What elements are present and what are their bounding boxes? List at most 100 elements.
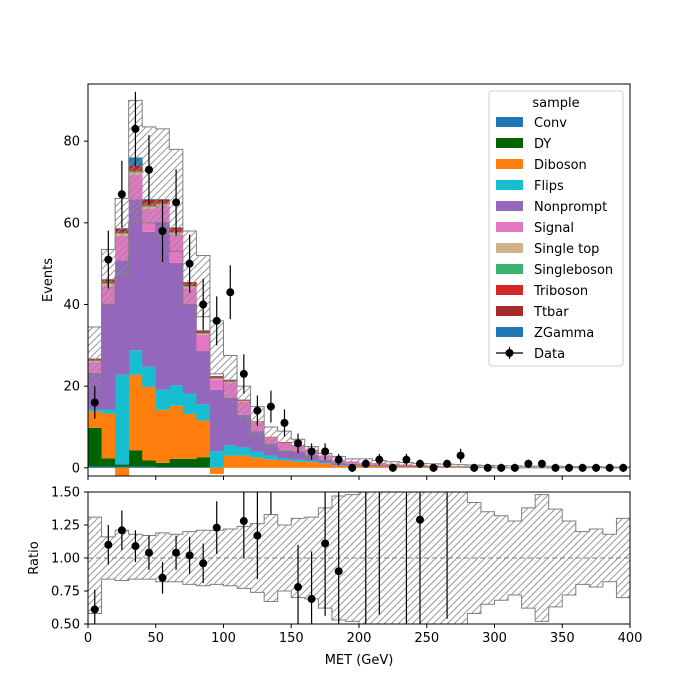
y-tick-label-0: 0: [72, 461, 80, 476]
ratio-point-15: [334, 567, 343, 576]
bar-nonprompt-bin-2: [115, 260, 130, 375]
x-tick-label-4: 200: [347, 631, 372, 646]
data-point-29: [483, 463, 492, 472]
bar-diboson-bin-6: [169, 405, 184, 459]
y-tick-label-2: 40: [63, 298, 80, 313]
bar-flips-bin-16: [304, 460, 319, 463]
legend-swatch-singleboson: [496, 264, 523, 274]
bar-flips-bin-12: [250, 451, 265, 458]
ratio-point-12: [294, 583, 303, 592]
bar-dy-bin-3: [128, 450, 143, 467]
x-tick-label-1: 50: [147, 631, 164, 646]
ratio-point-3: [131, 542, 140, 551]
bar-dy-bin-1: [101, 458, 116, 467]
legend-label-nonprompt: Nonprompt: [534, 200, 607, 215]
x-tick-label-7: 350: [550, 631, 575, 646]
bar-diboson-bin-4: [142, 386, 157, 461]
data-point-18: [334, 455, 343, 464]
legend-label-triboson: Triboson: [533, 284, 588, 299]
data-point-0: [90, 398, 99, 407]
bar-nonprompt-bin-8: [196, 351, 211, 405]
data-point-38: [605, 463, 614, 472]
data-point-8: [199, 300, 208, 309]
ratio-point-6: [172, 548, 181, 557]
bar-conv-bin-1: [101, 466, 116, 468]
bar-flips-bin-9: [209, 451, 224, 468]
bar-dy-bin-4: [142, 460, 157, 467]
ratio-point-7: [185, 551, 194, 560]
data-point-11: [239, 369, 248, 378]
legend-swatch-single-top: [496, 243, 523, 253]
data-point-12: [253, 406, 262, 415]
data-point-7: [185, 259, 194, 268]
ratio-point-2: [117, 526, 126, 535]
data-point-35: [565, 463, 574, 472]
bar-conv-bin-3: [128, 466, 143, 468]
data-point-13: [266, 402, 275, 411]
ratio-y-axis-label: Ratio: [27, 541, 42, 574]
bar-diboson-bin-23: [399, 467, 414, 468]
data-point-25: [429, 463, 438, 472]
bar-nonprompt-bin-11: [237, 414, 251, 448]
legend-swatch-signal: [496, 222, 523, 232]
bar-conv-bin-4: [142, 466, 157, 468]
bar-diboson-bin-13: [264, 459, 279, 468]
main-plot-area: [88, 91, 630, 476]
bar-nonprompt-bin-5: [155, 222, 170, 390]
data-point-14: [280, 418, 289, 427]
bar-flips-bin-4: [142, 366, 157, 387]
ratio-uncertainty-band: [88, 492, 630, 624]
bar-nonprompt-bin-10: [223, 398, 238, 446]
bar-flips-bin-14: [277, 458, 292, 461]
bar-diboson-bin-1: [101, 413, 116, 459]
bar-flips-bin-8: [196, 404, 211, 421]
ratio-point-4: [144, 548, 153, 557]
bar-nonprompt-bin-6: [169, 262, 184, 386]
y-tick-label-3: 60: [63, 216, 80, 231]
data-point-37: [592, 463, 601, 472]
ratio-plot-area: [88, 492, 630, 624]
data-point-32: [524, 459, 533, 468]
bar-conv-bin-2: [115, 466, 130, 468]
data-point-20: [361, 459, 370, 468]
bar-diboson-bin-10: [223, 455, 238, 468]
bar-diboson-bin-14: [277, 460, 292, 468]
ratio-point-10: [239, 517, 248, 526]
bar-diboson-bin-2: [115, 467, 130, 476]
data-point-26: [443, 459, 452, 468]
data-point-19: [348, 463, 357, 472]
uncertainty-band: [88, 99, 630, 469]
bar-diboson-bin-11: [237, 455, 251, 468]
bar-flips-bin-5: [155, 389, 170, 410]
legend-entries: Conv DY Diboson Flips Nonprompt Signal Single …: [496, 116, 613, 362]
bar-ttbar-bin-8: [196, 330, 211, 332]
data-point-31: [510, 463, 519, 472]
bar-diboson-bin-7: [182, 413, 197, 459]
bar-nonprompt-bin-3: [128, 199, 143, 351]
data-point-15: [294, 439, 303, 448]
y-tick-label-1: 20: [63, 380, 80, 395]
bar-diboson-bin-15: [291, 461, 306, 468]
data-point-6: [172, 198, 181, 207]
bar-diboson-bin-21: [372, 466, 387, 468]
main-axes: 0 20 40 60 80: [63, 135, 631, 480]
x-tick-label-0: 0: [84, 631, 92, 646]
legend-label-zgamma: ZGamma: [534, 326, 594, 341]
data-point-33: [537, 459, 546, 468]
bar-flips-bin-13: [264, 455, 279, 460]
data-point-24: [415, 459, 424, 468]
bar-flips-bin-1: [101, 409, 116, 414]
bar-nonprompt-bin-15: [291, 451, 306, 460]
ratio-point-11: [253, 531, 262, 540]
ratio-y-tick-label-0: 0.50: [51, 618, 80, 633]
bar-nonprompt-bin-14: [277, 450, 292, 459]
bar-triboson-bin-8: [196, 331, 211, 334]
legend-label-singleboson: Singleboson: [534, 263, 613, 278]
bar-dy-bin-8: [196, 457, 211, 468]
bar-diboson-bin-16: [304, 462, 319, 468]
legend: sample Conv DY Diboson Flips Nonprompt Signal…: [488, 90, 624, 367]
bar-diboson-bin-12: [250, 457, 265, 468]
ratio-axes: 0.50 0.75 1.00 1.25 1.50 0 50 100 150 200 250 300 35…: [51, 486, 642, 647]
ratio-point-13: [307, 594, 316, 603]
